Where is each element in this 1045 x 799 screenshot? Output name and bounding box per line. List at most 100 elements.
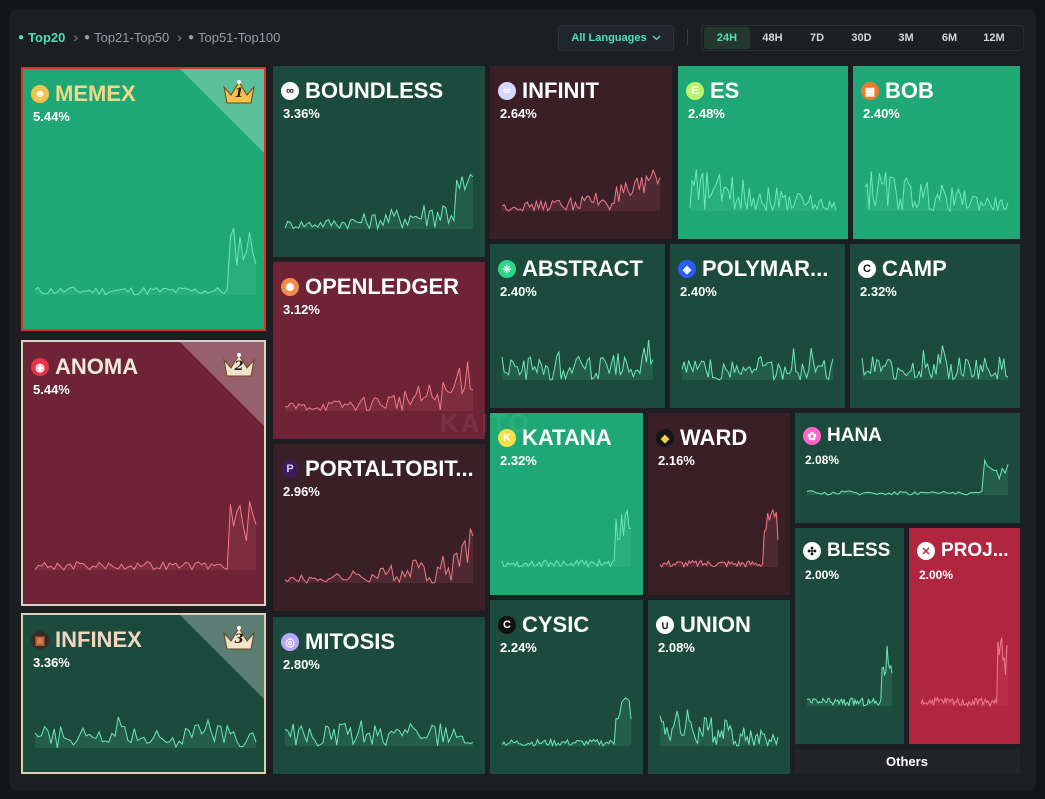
tile-share: 2.00% bbox=[805, 568, 840, 582]
sparkline-line bbox=[920, 637, 1009, 708]
rank-ribbon bbox=[180, 69, 264, 153]
tile-polymar[interactable]: ◈ POLYMAR... 2.40% bbox=[670, 244, 845, 408]
tile-share: 2.32% bbox=[500, 453, 537, 468]
tab-top51-top100[interactable]: ● Top51-Top100 bbox=[187, 29, 281, 45]
tile-name: MITOSIS bbox=[305, 629, 396, 654]
tile-bob[interactable]: ▦ BOB 2.40% bbox=[853, 66, 1020, 239]
sparkline-area bbox=[35, 228, 256, 295]
mindshare-sparkline bbox=[689, 169, 837, 212]
tile-memex[interactable]: 1 ☻ MEMEX 5.44% bbox=[21, 67, 266, 331]
tab-top20[interactable]: ● Top20 bbox=[18, 29, 66, 45]
tile-name: WARD bbox=[680, 425, 748, 450]
sparkline-area bbox=[682, 348, 833, 380]
tile-share: 5.44% bbox=[33, 109, 70, 124]
tile-anoma[interactable]: 2 ◉ ANOMA 5.44% bbox=[21, 340, 266, 606]
range-24h[interactable]: 24H bbox=[704, 27, 750, 49]
range-48h[interactable]: 48H bbox=[762, 32, 783, 44]
frog-icon: ☻ bbox=[31, 85, 49, 103]
sparkline-line bbox=[501, 339, 654, 381]
tile-share: 2.16% bbox=[658, 453, 695, 468]
tile-name: ANOMA bbox=[55, 354, 139, 379]
rank-ribbon bbox=[180, 342, 264, 426]
butterfly-icon: ✿ bbox=[803, 427, 821, 445]
chevron-right-icon: › bbox=[177, 29, 182, 45]
tile-title: ✕ PROJ... bbox=[917, 540, 1009, 562]
tile-openledger[interactable]: ✺ OPENLEDGER 3.12% bbox=[273, 262, 485, 439]
mindshare-sparkline bbox=[34, 227, 257, 296]
tile-katana[interactable]: K KATANA 2.32% bbox=[490, 413, 643, 595]
range-30d[interactable]: 30D bbox=[851, 32, 872, 44]
tile-infinit[interactable]: ∞ INFINIT 2.64% bbox=[490, 66, 672, 239]
mindshare-sparkline bbox=[806, 645, 893, 707]
tile-portaltobit[interactable]: P PORTALTOBIT... 2.96% bbox=[273, 444, 485, 611]
tile-share: 2.08% bbox=[805, 453, 840, 467]
tile-hana[interactable]: ✿ HANA 2.08% bbox=[795, 413, 1020, 523]
sparkline-line bbox=[501, 697, 632, 747]
sparkline-line bbox=[861, 345, 1009, 381]
tile-share: 2.80% bbox=[283, 657, 320, 672]
sparkline-area bbox=[35, 501, 256, 570]
tab-top21-top50[interactable]: ● Top21-Top50 bbox=[84, 29, 170, 45]
tile-name: KATANA bbox=[522, 425, 612, 450]
infinex-icon: ▣ bbox=[31, 631, 49, 649]
tile-name: BOUNDLESS bbox=[305, 78, 444, 103]
tile-share: 2.48% bbox=[688, 106, 725, 121]
infinity-icon: ∞ bbox=[498, 82, 516, 100]
language-select[interactable]: All Languages bbox=[558, 25, 674, 51]
sparkline-area bbox=[502, 339, 653, 380]
tile-abstract[interactable]: ✳ ABSTRACT 2.40% bbox=[490, 244, 665, 408]
sparkline-line bbox=[681, 347, 834, 382]
sparkline-area bbox=[502, 510, 631, 567]
tile-title: C CYSIC bbox=[498, 612, 589, 638]
range-6m[interactable]: 6M bbox=[941, 32, 958, 44]
tile-name: BOB bbox=[885, 78, 934, 103]
tile-union[interactable]: ∪ UNION 2.08% bbox=[648, 600, 790, 774]
sparkline-area bbox=[865, 171, 1008, 211]
range-7d[interactable]: 7D bbox=[809, 32, 825, 44]
tile-boundless[interactable]: ∞ BOUNDLESS 3.36% bbox=[273, 66, 485, 257]
crown-icon: 1 bbox=[222, 79, 256, 110]
tile-title: ✿ HANA bbox=[803, 425, 882, 447]
sparkline-line bbox=[501, 509, 632, 569]
sparkline-line bbox=[659, 508, 779, 569]
others-button[interactable]: Others bbox=[794, 749, 1020, 774]
tile-es[interactable]: E ES 2.48% bbox=[678, 66, 848, 239]
loop-icon: ∞ bbox=[281, 82, 299, 100]
tile-cysic[interactable]: C CYSIC 2.24% bbox=[490, 600, 643, 774]
bless-icon: ✣ bbox=[803, 542, 821, 560]
tile-name: INFINIT bbox=[522, 78, 599, 103]
sparkline-area bbox=[660, 509, 778, 567]
crown-icon: 3 bbox=[222, 625, 256, 656]
shield-icon: ◆ bbox=[656, 429, 674, 447]
mindshare-sparkline bbox=[501, 339, 654, 381]
range-12m[interactable]: 12M bbox=[983, 32, 1005, 44]
tile-title: C CAMP bbox=[858, 256, 947, 282]
rank-number: 1 bbox=[234, 86, 244, 101]
tile-camp[interactable]: C CAMP 2.32% bbox=[850, 244, 1020, 408]
sparkline-line bbox=[34, 716, 257, 749]
tile-infinex[interactable]: 3 ▣ INFINEX 3.36% bbox=[21, 613, 266, 774]
range-3m[interactable]: 3M bbox=[898, 32, 914, 44]
tile-mitosis[interactable]: ◎ MITOSIS 2.80% bbox=[273, 617, 485, 774]
sparkline-line bbox=[501, 168, 661, 212]
sparkline-line bbox=[864, 171, 1009, 213]
tile-share: 3.36% bbox=[283, 106, 320, 121]
tab-top21-top50-label: Top21-Top50 bbox=[94, 29, 170, 45]
tile-ward[interactable]: ◆ WARD 2.16% bbox=[648, 413, 790, 595]
sparkline-line bbox=[806, 458, 1009, 496]
tile-name: BLESS bbox=[827, 540, 891, 561]
tile-bless[interactable]: ✣ BLESS 2.00% bbox=[795, 528, 904, 744]
sparkline-area bbox=[502, 697, 631, 746]
mindshare-sparkline bbox=[501, 168, 661, 212]
tile-name: INFINEX bbox=[55, 627, 142, 652]
tile-share: 3.12% bbox=[283, 302, 320, 317]
tile-name: ES bbox=[710, 78, 740, 103]
sparkline-area bbox=[807, 645, 892, 706]
tile-share: 2.00% bbox=[919, 568, 954, 582]
tile-share: 2.96% bbox=[283, 484, 320, 499]
rank-number: 3 bbox=[234, 632, 244, 647]
tile-proj[interactable]: ✕ PROJ... 2.00% bbox=[909, 528, 1020, 744]
tile-title: ▦ BOB bbox=[861, 78, 934, 104]
mindshare-sparkline bbox=[681, 347, 834, 382]
tile-title: ✣ BLESS bbox=[803, 540, 890, 562]
